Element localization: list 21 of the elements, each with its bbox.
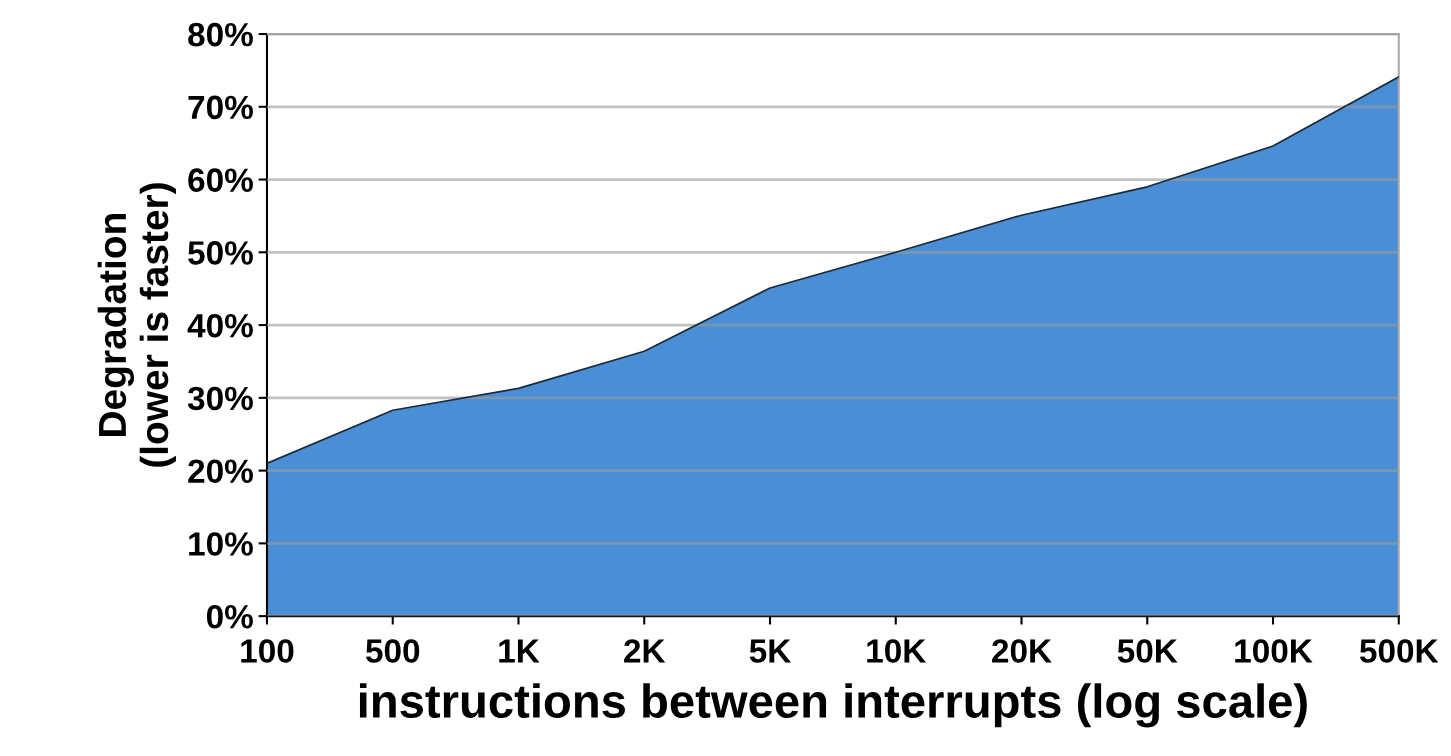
y-tick-label: 10% [189,532,253,556]
x-tick-label: 500 [365,639,420,663]
y-axis-title: Degradation (lower is faster) [97,183,176,467]
x-axis-title: instructions between interrupts (log scale) [359,683,1307,728]
x-tick-label: 500K [1359,639,1439,663]
y-tick-label: 40% [187,313,253,338]
y-tick-label: 70% [188,95,253,120]
x-tick-label: 20K [992,639,1052,663]
y-tick-label: 0% [206,604,253,629]
y-tick-label: 30% [187,386,253,411]
x-tick-label: 50K [1117,639,1178,663]
y-tick-label: 20% [188,459,253,484]
x-tick-label: 2K [624,639,666,663]
x-tick-label: 5K [749,639,791,663]
x-tick-label: 1K [499,639,540,663]
y-tick-label: 80% [188,22,253,47]
x-tick-label: 10K [867,639,927,663]
y-tick-label: 50% [188,241,253,265]
x-tick-label: 100K [1235,639,1313,663]
y-tick-label: 60% [188,168,253,192]
x-tick-label: 100 [241,639,294,663]
